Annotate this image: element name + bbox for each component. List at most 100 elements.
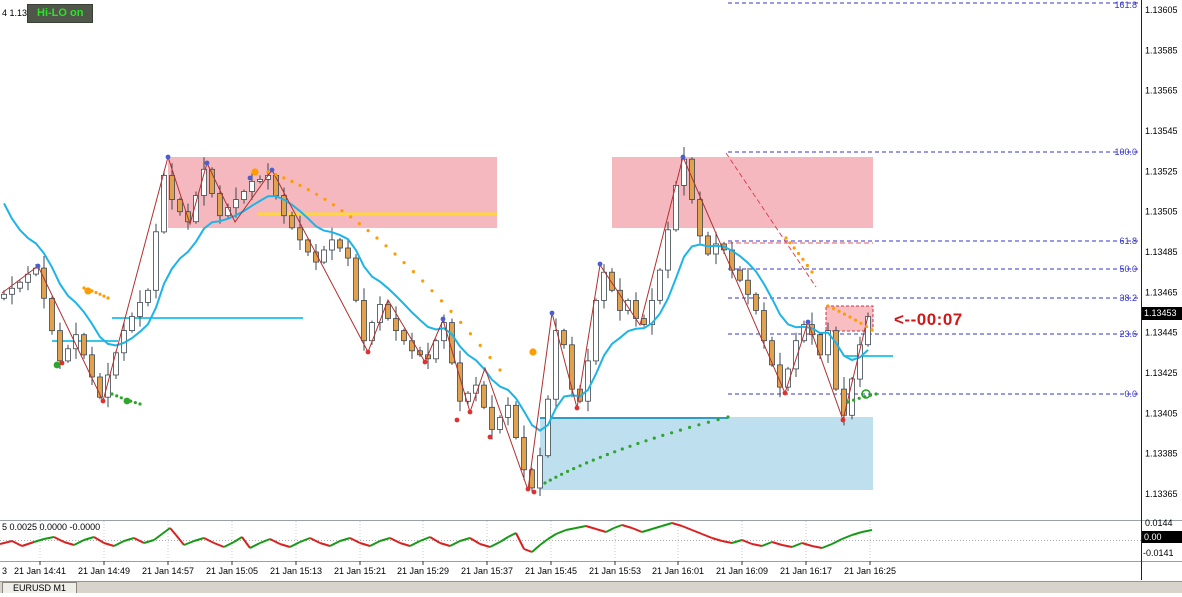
swing-high-dot [204, 160, 210, 166]
symbol-tab[interactable]: EURUSD M1 [2, 582, 78, 593]
candle-up [825, 330, 831, 356]
ma-layer [3, 195, 869, 432]
candle-up [801, 324, 807, 342]
time-tick-label: 21 Jan 14:57 [142, 566, 194, 576]
supply-zone-left [168, 157, 497, 228]
price-tick-label: 1.13545 [1145, 126, 1178, 136]
candle-up [145, 289, 151, 303]
swing-low-dot [59, 360, 65, 366]
candle-up [649, 299, 655, 325]
candle-down [361, 299, 367, 342]
candle-up [585, 360, 591, 402]
fib-label: 23.6 [1119, 329, 1137, 339]
candle-up [657, 269, 663, 301]
candle-down [513, 404, 519, 438]
candle-down [777, 364, 783, 388]
candle-up [129, 316, 135, 332]
candle-up [785, 368, 791, 388]
fib-label: 50.0 [1119, 264, 1137, 274]
price-tick-label: 1.13485 [1145, 247, 1178, 257]
candle-up [441, 322, 447, 342]
fib-layer: 161.8 100.0 61.8 50.0 38.2 23.6 0.0 [728, 0, 1141, 399]
time-tick-label: 21 Jan 15:29 [397, 566, 449, 576]
candle-down [209, 168, 215, 194]
time-tick-label: 21 Jan 16:17 [780, 566, 832, 576]
candle-up [713, 243, 719, 255]
candle-down [89, 354, 95, 378]
candle-up [1, 293, 7, 299]
candle-up [793, 340, 799, 370]
swing-low-dot [525, 486, 531, 492]
oscillator-values-header: 5 0.0025 0.0000 -0.0000 [2, 522, 101, 532]
candle-down [641, 318, 647, 325]
moving-average-line [3, 195, 869, 432]
swing-low-dot [467, 409, 473, 415]
candle-down [521, 437, 527, 471]
candle-up [865, 316, 871, 346]
time-tick-label: 21 Jan 16:25 [844, 566, 896, 576]
candle-up [545, 398, 551, 457]
time-tick-label: 21 Jan 15:37 [461, 566, 513, 576]
candle-down [385, 303, 391, 319]
swing-high-dot [440, 316, 446, 322]
oscillator-max-label: 0.0144 [1145, 518, 1173, 528]
dots-layer [35, 154, 878, 495]
candle-down [761, 310, 767, 342]
fib-label: 100.0 [1114, 147, 1137, 157]
swing-high-dot [35, 263, 41, 269]
time-axis-labels: 3 21 Jan 14:41 21 Jan 14:49 21 Jan 14:57 21 … [2, 566, 896, 576]
price-tick-label: 1.13585 [1145, 45, 1178, 55]
candle-up [9, 287, 15, 295]
candle-down [97, 376, 103, 398]
time-tick-label: 21 Jan 14:41 [14, 566, 66, 576]
fib-label: 38.2 [1119, 293, 1137, 303]
swing-high-dot [597, 261, 603, 267]
trend-dot-large [53, 361, 61, 369]
trend-dot-large [123, 397, 131, 405]
time-tick-label: 21 Jan 15:13 [270, 566, 322, 576]
fib-label: 61.8 [1119, 236, 1137, 246]
price-tick-label: 1.13565 [1145, 86, 1178, 96]
candle-up [193, 195, 199, 223]
candle-down [81, 334, 87, 356]
candle-down [609, 271, 615, 291]
candle-up [249, 180, 255, 192]
zigzag-line [1, 155, 869, 491]
price-tick-label: 1.13525 [1145, 166, 1178, 176]
swing-low-dot [531, 489, 537, 495]
candle-up [17, 281, 23, 289]
candle-down [753, 293, 759, 311]
time-tick-label: 21 Jan 14:49 [78, 566, 130, 576]
hilo-toggle-button[interactable]: Hi-LO on [27, 4, 94, 23]
candle-down [841, 388, 847, 416]
swing-low-dot [840, 417, 846, 423]
sar-dot-large [84, 287, 92, 295]
ohlc-readout: 4 1.13 [2, 8, 28, 18]
fib-trend-dashed-line [725, 152, 817, 288]
time-tick-label: 21 Jan 16:01 [652, 566, 704, 576]
candle-down [169, 174, 175, 200]
oscillator-layer [0, 522, 873, 553]
candle-up [233, 199, 239, 209]
price-tick-label: 1.13605 [1145, 5, 1178, 15]
candle-up [857, 344, 863, 380]
candle-up [601, 271, 607, 301]
time-tick-label: 21 Jan 15:21 [334, 566, 386, 576]
sar-dot-large [529, 348, 537, 356]
candle-up [593, 299, 599, 362]
demand-zone [540, 417, 873, 490]
lines-layer [52, 152, 893, 419]
candle-up [257, 178, 263, 182]
axis-layer [0, 0, 1182, 580]
candle-down [49, 297, 55, 332]
candle-up [241, 191, 247, 201]
candle-up [665, 229, 671, 271]
candle-up [65, 348, 71, 362]
candle-down [697, 199, 703, 237]
zones-layer [168, 157, 874, 490]
time-tick-label: 21 Jan 15:05 [206, 566, 258, 576]
candle-up [73, 334, 79, 350]
candle-up [113, 352, 119, 376]
candle-up [537, 455, 543, 489]
